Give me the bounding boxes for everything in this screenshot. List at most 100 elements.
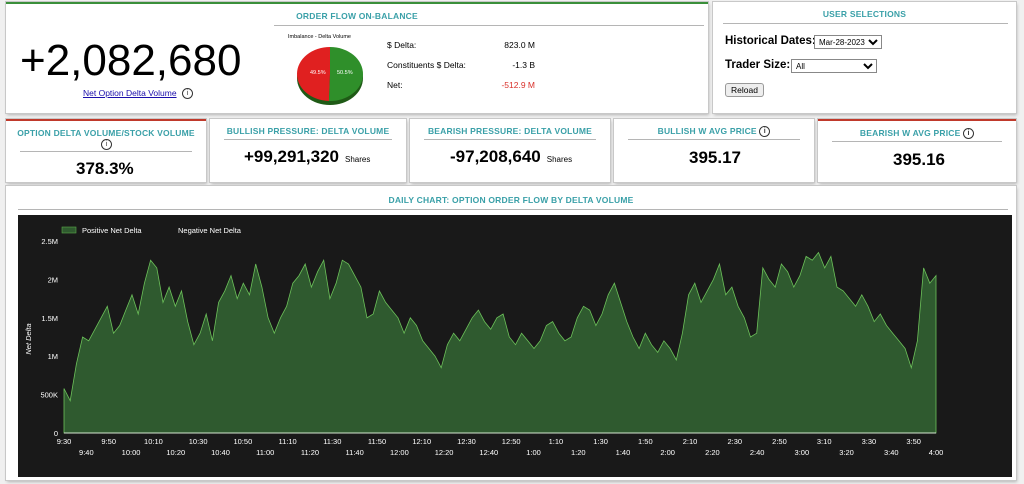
x-tick-label: 11:50 xyxy=(368,437,386,446)
net-value: -512.9 M xyxy=(501,80,535,90)
historical-dates-label: Historical Dates: xyxy=(725,35,816,47)
pie-slice-red xyxy=(297,47,330,101)
metric-unit: Shares xyxy=(546,155,573,164)
net-delta-area-chart: Positive Net Delta Negative Net Delta Ne… xyxy=(24,226,944,457)
x-tick-label: 11:40 xyxy=(346,448,364,457)
metric-title: BULLISH W AVG PRICE i xyxy=(614,126,814,138)
x-tick-label: 2:00 xyxy=(660,448,675,457)
x-tick-label: 11:20 xyxy=(301,448,319,457)
divider xyxy=(832,141,1002,142)
x-tick-label: 1:10 xyxy=(549,437,564,446)
metric-title: OPTION DELTA VOLUME/STOCK VOLUME xyxy=(17,128,195,138)
metric-title: BEARISH PRESSURE: DELTA VOLUME xyxy=(427,126,593,136)
constituents-delta-label: Constituents $ Delta: xyxy=(387,60,466,70)
order-flow-panel: ORDER FLOW ON-BALANCE +2,082,680 Net Opt… xyxy=(6,2,708,113)
x-tick-label: 1:50 xyxy=(638,437,653,446)
info-icon[interactable]: i xyxy=(963,128,975,140)
info-icon[interactable]: i xyxy=(759,126,771,138)
positive-net-delta-area xyxy=(63,251,937,434)
x-tick-label: 12:50 xyxy=(502,437,521,446)
y-axis-label: Net Delta xyxy=(24,323,33,354)
legend-positive-swatch[interactable] xyxy=(61,226,77,234)
legend-positive-label[interactable]: Positive Net Delta xyxy=(82,226,142,235)
net-delta-big-number: +2,082,680 xyxy=(20,36,242,85)
daily-chart-title: DAILY CHART: OPTION ORDER FLOW BY DELTA … xyxy=(388,195,634,205)
x-tick-label: 10:10 xyxy=(144,437,163,446)
y-tick-label: 0 xyxy=(54,429,58,438)
x-tick-label: 1:20 xyxy=(571,448,586,457)
x-tick-label: 10:50 xyxy=(233,437,252,446)
y-tick-label: 500K xyxy=(40,391,58,400)
net-option-delta-link[interactable]: Net Option Delta Volume xyxy=(83,88,177,98)
constituents-delta-value: -1.3 B xyxy=(512,60,535,70)
x-tick-label: 12:20 xyxy=(435,448,454,457)
x-tick-label: 2:10 xyxy=(683,437,698,446)
metric-title-text: BEARISH W AVG PRICE xyxy=(859,128,961,138)
y-tick-label: 1M xyxy=(48,352,58,361)
x-tick-label: 3:20 xyxy=(839,448,854,457)
x-tick-label: 1:30 xyxy=(593,437,608,446)
x-tick-label: 3:00 xyxy=(795,448,810,457)
divider xyxy=(723,23,1008,24)
divider xyxy=(18,209,1008,210)
legend-negative-label[interactable]: Negative Net Delta xyxy=(178,226,242,235)
x-tick-label: 3:10 xyxy=(817,437,832,446)
info-icon[interactable]: i xyxy=(101,139,112,150)
pie-title: Imbalance - Delta Volume xyxy=(288,34,351,40)
metric-number: -97,208,640 xyxy=(450,147,541,166)
x-tick-label: 3:50 xyxy=(906,437,921,446)
x-tick-label: 11:30 xyxy=(323,437,341,446)
pie-red-label: 49.5% xyxy=(310,70,326,76)
metric-card-bearish-pressure: BEARISH PRESSURE: DELTA VOLUME -97,208,6… xyxy=(410,119,610,182)
delta-label: $ Delta: xyxy=(387,40,417,50)
x-tick-label: 4:00 xyxy=(929,448,944,457)
net-label: Net: xyxy=(387,80,403,90)
x-tick-label: 9:50 xyxy=(101,437,116,446)
trader-size-label: Trader Size: xyxy=(725,59,791,71)
pie-slice-green xyxy=(328,47,364,101)
metric-value: 395.17 xyxy=(689,148,741,167)
x-tick-label: 12:10 xyxy=(412,437,431,446)
metric-number: +99,291,320 xyxy=(244,147,340,166)
x-tick-label: 12:30 xyxy=(457,437,476,446)
net-option-delta-label[interactable]: Net Option Delta Volume xyxy=(83,88,177,98)
x-tick-label: 10:20 xyxy=(166,448,185,457)
y-tick-label: 1.5M xyxy=(41,314,58,323)
divider xyxy=(424,139,596,140)
metric-card-option-stock-ratio: OPTION DELTA VOLUME/STOCK VOLUME i 378.3… xyxy=(6,119,206,182)
metric-card-bearish-avg-price: BEARISH W AVG PRICE i 395.16 xyxy=(818,119,1016,182)
x-tick-label: 12:40 xyxy=(479,448,498,457)
x-tick-label: 9:40 xyxy=(79,448,94,457)
x-tick-label: 1:00 xyxy=(526,448,541,457)
x-tick-label: 2:50 xyxy=(772,437,787,446)
historical-dates-select[interactable]: Mar-28-2023 xyxy=(814,35,882,49)
x-tick-label: 11:10 xyxy=(278,437,296,446)
divider xyxy=(274,25,704,26)
x-tick-label: 9:30 xyxy=(57,437,72,446)
metric-title-text: BULLISH W AVG PRICE xyxy=(657,126,757,136)
info-icon[interactable]: i xyxy=(182,88,193,99)
x-tick-label: 10:40 xyxy=(211,448,230,457)
metric-card-bullish-avg-price: BULLISH W AVG PRICE i 395.17 xyxy=(614,119,814,182)
delta-value: 823.0 M xyxy=(504,40,535,50)
reload-button[interactable]: Reload xyxy=(725,83,764,97)
divider xyxy=(20,151,192,152)
metric-value: 378.3% xyxy=(76,159,134,178)
x-tick-label: 2:40 xyxy=(750,448,765,457)
user-selections-title: USER SELECTIONS xyxy=(822,9,907,19)
metric-title: BULLISH PRESSURE: DELTA VOLUME xyxy=(226,126,390,136)
metric-unit: Shares xyxy=(345,155,371,164)
metric-value: +99,291,320 Shares xyxy=(244,147,370,167)
metric-title: BEARISH W AVG PRICE i xyxy=(818,128,1016,140)
metric-value: 395.16 xyxy=(893,150,945,169)
y-tick-label: 2M xyxy=(48,275,58,284)
order-flow-title: ORDER FLOW ON-BALANCE xyxy=(296,11,418,21)
x-tick-label: 3:40 xyxy=(884,448,899,457)
chart-area: Positive Net Delta Negative Net Delta Ne… xyxy=(18,215,1012,477)
metric-card-bullish-pressure: BULLISH PRESSURE: DELTA VOLUME +99,291,3… xyxy=(210,119,406,182)
x-tick-label: 10:30 xyxy=(189,437,208,446)
trader-size-select[interactable]: All xyxy=(791,59,877,73)
x-tick-label: 11:00 xyxy=(256,448,274,457)
x-tick-label: 2:20 xyxy=(705,448,720,457)
x-tick-label: 12:00 xyxy=(390,448,409,457)
